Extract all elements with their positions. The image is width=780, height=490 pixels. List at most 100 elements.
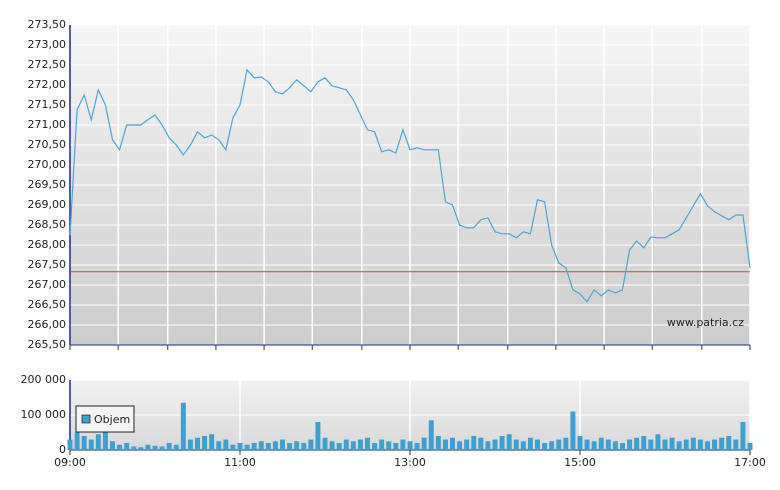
volume-bar <box>350 441 356 450</box>
volume-bar <box>620 443 625 450</box>
volume-bar <box>386 441 392 450</box>
volume-bar <box>683 439 689 450</box>
volume-bar <box>598 437 604 450</box>
volume-bar <box>690 437 696 450</box>
volume-bar <box>442 439 448 450</box>
volume-bar <box>138 447 144 450</box>
y-tick-label: 271,50 <box>28 98 67 111</box>
volume-bar <box>570 411 576 450</box>
volume-bar <box>705 441 710 450</box>
y-tick-label: 0 <box>59 443 66 456</box>
volume-bar <box>187 439 193 450</box>
y-tick-label: 273,00 <box>28 38 67 51</box>
volume-bar <box>315 422 321 450</box>
volume-bar <box>216 441 222 450</box>
volume-bar <box>478 437 484 450</box>
volume-bar <box>556 439 562 450</box>
volume-bar <box>336 443 342 450</box>
y-tick-label: 266,00 <box>28 318 67 331</box>
volume-bar <box>400 439 406 450</box>
y-tick-label: 271,00 <box>28 118 67 131</box>
volume-bar <box>124 443 130 450</box>
volume-bar <box>428 420 434 450</box>
volume-bar <box>641 436 647 450</box>
volume-bar <box>166 443 172 450</box>
volume-bar <box>110 441 115 450</box>
volume-bar <box>251 443 257 450</box>
volume-bar <box>485 441 491 450</box>
volume-bar <box>95 434 101 450</box>
y-tick-label: 268,50 <box>28 218 67 231</box>
volume-bar <box>648 439 654 450</box>
volume-bar <box>492 439 498 450</box>
volume-bar <box>520 441 526 450</box>
volume-bar <box>733 439 739 450</box>
volume-bar <box>272 441 278 450</box>
volume-bar <box>159 446 165 450</box>
price-line <box>69 68 751 303</box>
volume-bar <box>499 436 505 450</box>
volume-bar <box>612 441 618 450</box>
volume-bar <box>145 444 151 450</box>
x-tick-label: 09:00 <box>54 456 86 469</box>
volume-bar <box>407 441 413 450</box>
volume-bar <box>117 444 123 450</box>
x-tick-label: 13:00 <box>394 456 426 469</box>
volume-bar <box>655 434 661 450</box>
volume-bar <box>301 443 307 450</box>
volume-bar <box>209 434 215 450</box>
volume-bar <box>308 439 314 450</box>
volume-bar <box>464 439 470 450</box>
volume-bar <box>669 437 675 450</box>
legend-label: Objem <box>94 413 130 426</box>
volume-bar <box>712 439 718 450</box>
volume-bar <box>542 443 548 450</box>
volume-bar <box>726 436 732 450</box>
y-tick-label: 272,50 <box>28 58 67 71</box>
y-tick-label: 267,50 <box>28 258 67 271</box>
y-tick-label: 265,50 <box>28 338 67 351</box>
volume-bar <box>258 441 264 450</box>
volume-bar <box>173 444 179 450</box>
volume-bar <box>223 439 229 450</box>
y-tick-label: 268,00 <box>28 238 67 251</box>
volume-bar <box>563 437 569 450</box>
y-tick-label: 273,50 <box>28 18 67 31</box>
volume-bar <box>322 437 328 450</box>
volume-bar <box>343 439 349 450</box>
volume-bar <box>237 443 243 450</box>
volume-bar <box>280 439 285 450</box>
volume-bar <box>294 441 300 450</box>
volume-bar <box>662 439 668 450</box>
volume-bar <box>457 441 463 450</box>
volume-bar <box>379 439 385 450</box>
y-tick-label: 266,50 <box>28 298 67 311</box>
volume-bar <box>549 441 555 450</box>
legend-swatch <box>81 414 91 424</box>
volume-bar <box>627 439 633 450</box>
volume-bar <box>634 437 640 450</box>
volume-bar <box>577 436 583 450</box>
volume-bar <box>450 437 455 450</box>
volume-bar <box>513 439 519 450</box>
y-tick-label: 267,00 <box>28 278 67 291</box>
volume-bar <box>676 441 682 450</box>
volume-bar <box>329 441 335 450</box>
y-tick-label: 269,50 <box>28 178 67 191</box>
volume-bar <box>591 441 597 450</box>
volume-bar <box>102 429 108 450</box>
volume-bar <box>740 422 746 450</box>
y-tick-label: 270,50 <box>28 138 67 151</box>
volume-bar <box>88 439 94 450</box>
x-tick-label: 17:00 <box>734 456 766 469</box>
volume-bar <box>421 437 427 450</box>
volume-bar <box>414 443 420 450</box>
y-tick-label: 269,00 <box>28 198 67 211</box>
x-tick-label: 15:00 <box>564 456 596 469</box>
layer: 265,50 266,00 266,50 267,00 267,50 268,00 268,… <box>21 18 766 469</box>
volume-bar <box>81 436 87 450</box>
y-tick-label: 272,00 <box>28 78 67 91</box>
volume-bar <box>265 443 271 450</box>
volume-bar <box>697 439 703 450</box>
volume-bar <box>605 439 611 450</box>
